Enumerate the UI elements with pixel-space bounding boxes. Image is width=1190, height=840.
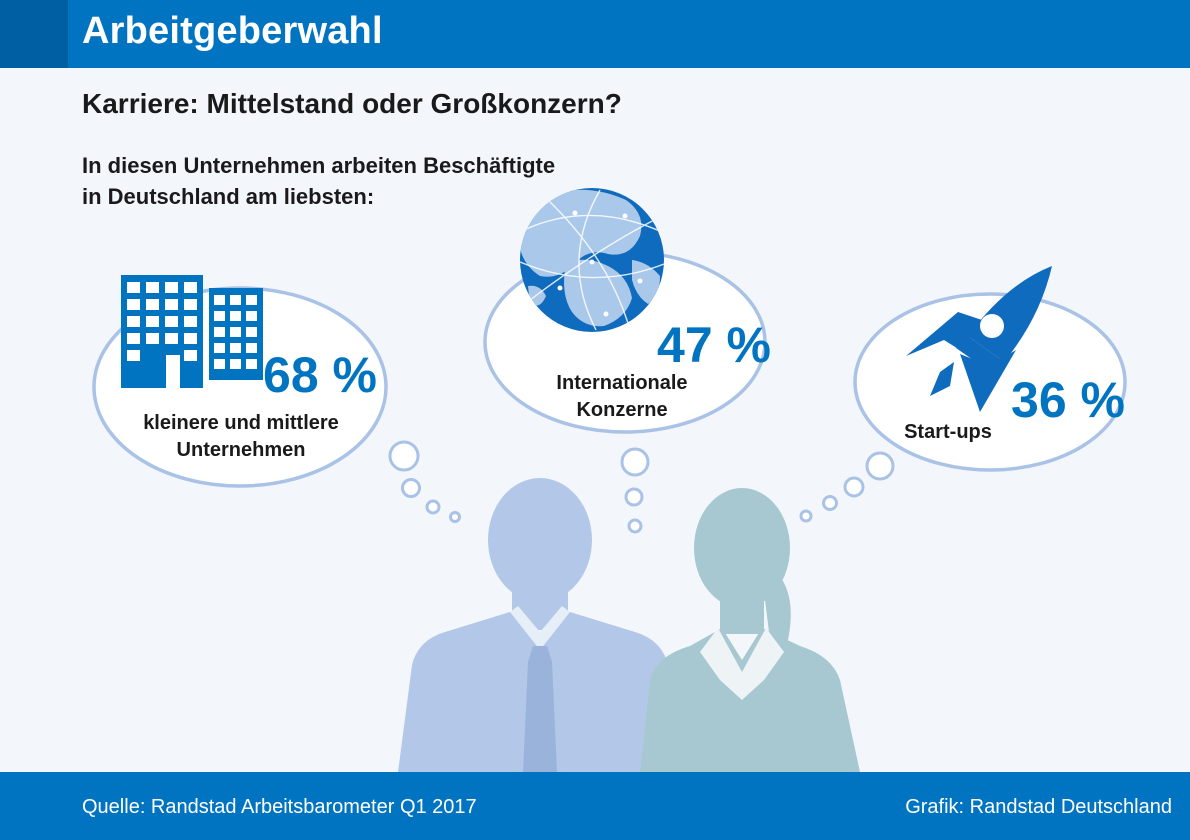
building-window <box>165 333 178 344</box>
page-title: Arbeitgeberwahl <box>82 10 383 52</box>
footer-bar: Quelle: Randstad Arbeitsbarometer Q1 201… <box>0 772 1190 840</box>
building-window <box>214 295 225 305</box>
header-accent-block <box>0 0 68 68</box>
man-silhouette <box>398 478 682 772</box>
building-window <box>246 359 257 369</box>
building-window <box>165 299 178 310</box>
building-window <box>184 316 197 327</box>
building-window <box>214 343 225 353</box>
building-window <box>230 327 241 337</box>
thought-trail-right <box>799 451 895 523</box>
thought-bubble-left <box>92 286 388 488</box>
category-label-corporations-line-1: Internationale <box>556 372 687 394</box>
building-window <box>230 359 241 369</box>
building-window <box>214 311 225 321</box>
thought-trail-left <box>388 440 461 523</box>
value-label-startups: 36 % <box>1011 372 1125 428</box>
thought-bubble-right <box>853 292 1127 472</box>
category-label-startups: Start-ups <box>904 421 992 443</box>
building-window <box>214 327 225 337</box>
woman-silhouette <box>640 488 860 772</box>
intro-line-1: In diesen Unternehmen arbeiten Beschäfti… <box>82 153 556 178</box>
building-window <box>127 316 140 327</box>
building-window <box>230 343 241 353</box>
building-window <box>127 282 140 293</box>
building-window <box>184 333 197 344</box>
intro-text: In diesen Unternehmen arbeiten Beschäfti… <box>82 150 682 212</box>
building-window <box>127 350 140 361</box>
building-window <box>127 333 140 344</box>
credit-note: Grafik: Randstad Deutschland <box>905 796 1172 818</box>
value-label-smes: 68 % <box>263 347 377 403</box>
building-window <box>230 295 241 305</box>
thought-trail-middle <box>620 447 650 534</box>
office-buildings-icon <box>121 275 263 388</box>
building-window <box>214 359 225 369</box>
building-window <box>246 311 257 321</box>
building-window <box>127 299 140 310</box>
building-window <box>246 295 257 305</box>
building-window <box>184 282 197 293</box>
source-note: Quelle: Randstad Arbeitsbarometer Q1 201… <box>82 796 477 818</box>
building-window <box>246 327 257 337</box>
header-bar: Arbeitgeberwahl <box>0 0 1190 68</box>
thought-bubble-middle <box>483 250 767 434</box>
page-subtitle: Karriere: Mittelstand oder Großkonzern? <box>82 88 622 119</box>
blouse-collar <box>700 628 784 700</box>
category-label-smes-line-1: kleinere und mittlere <box>143 412 339 434</box>
intro-line-2: in Deutschland am liebsten: <box>82 184 375 209</box>
tie <box>523 646 557 772</box>
category-label-smes-line-2: Unternehmen <box>177 439 306 461</box>
building-window <box>146 299 159 310</box>
building-window <box>165 316 178 327</box>
shirt-collar <box>510 606 570 650</box>
building-window <box>146 282 159 293</box>
building-window <box>146 333 159 344</box>
value-label-corporations: 47 % <box>657 317 771 373</box>
rocket-icon <box>906 266 1052 412</box>
building-window <box>146 316 159 327</box>
building-window <box>230 311 241 321</box>
building-window <box>184 299 197 310</box>
category-label-corporations-line-2: Konzerne <box>576 399 667 421</box>
building-window <box>165 282 178 293</box>
building-window <box>246 343 257 353</box>
building-window <box>184 350 197 361</box>
